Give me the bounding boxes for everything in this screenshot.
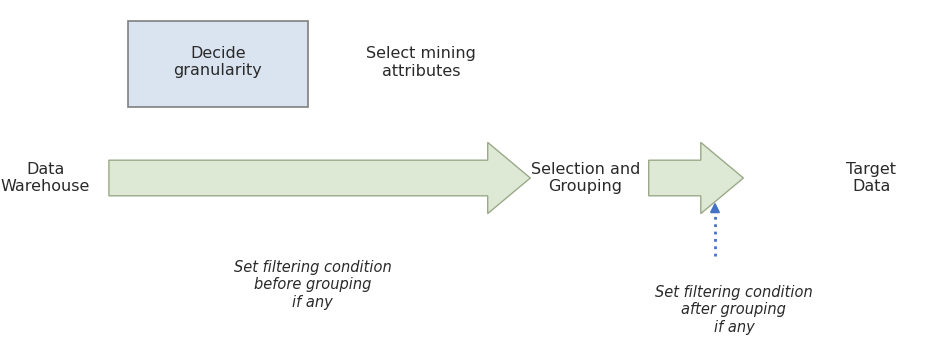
Text: Set filtering condition
after grouping
if any: Set filtering condition after grouping i… xyxy=(655,285,813,335)
Text: Set filtering condition
before grouping
if any: Set filtering condition before grouping … xyxy=(234,260,391,310)
Text: Data
Warehouse: Data Warehouse xyxy=(1,162,90,194)
Text: Decide
granularity: Decide granularity xyxy=(173,46,262,79)
Text: Selection and
Grouping: Selection and Grouping xyxy=(530,162,640,194)
Text: Target
Data: Target Data xyxy=(847,162,896,194)
FancyArrow shape xyxy=(649,142,743,214)
FancyArrow shape xyxy=(109,142,530,214)
Text: Select mining
attributes: Select mining attributes xyxy=(366,46,476,79)
FancyBboxPatch shape xyxy=(128,21,308,107)
